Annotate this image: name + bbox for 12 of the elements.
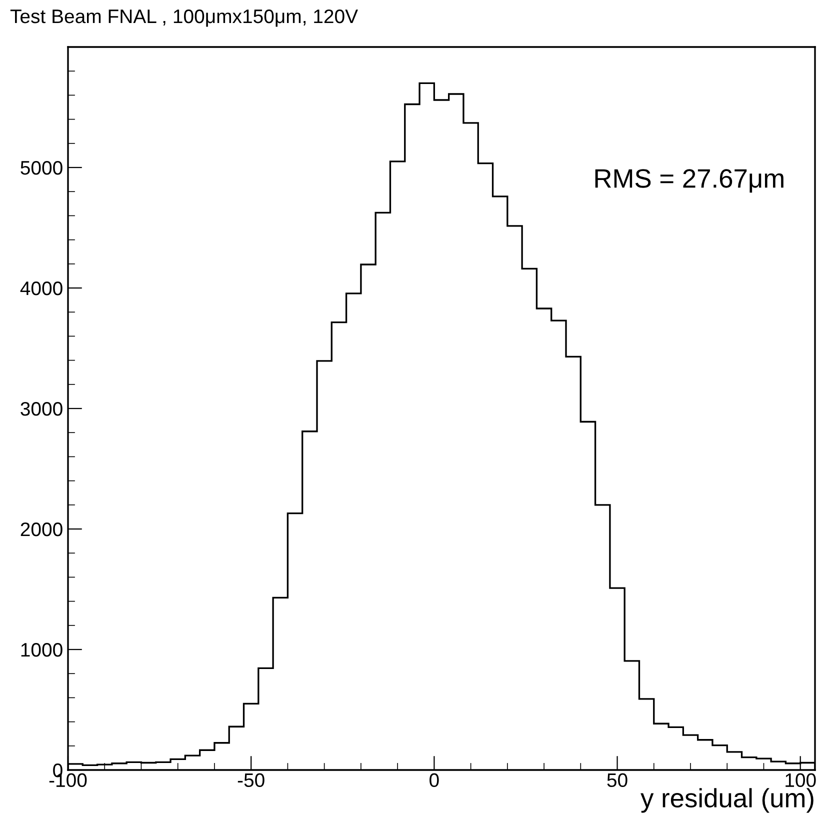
y-tick-label: 2000: [20, 522, 62, 536]
x-tick-label: 100: [786, 773, 816, 788]
annotation: RMS = 27.67μm: [595, 169, 784, 193]
y-tick-label: 4000: [20, 281, 62, 296]
x-tick-label: -50: [238, 773, 264, 788]
x-axis-title: y residual (um): [640, 788, 814, 813]
x-tick-label: 0: [430, 773, 439, 788]
y-tick-label: 1000: [21, 642, 62, 657]
y-tick-label: 5000: [20, 160, 62, 175]
y-tick-label: 3000: [20, 402, 62, 416]
chart-title: Test Beam FNAL , 100μmx150μm, 120V: [10, 9, 358, 27]
x-tick-label: 50: [607, 773, 628, 788]
